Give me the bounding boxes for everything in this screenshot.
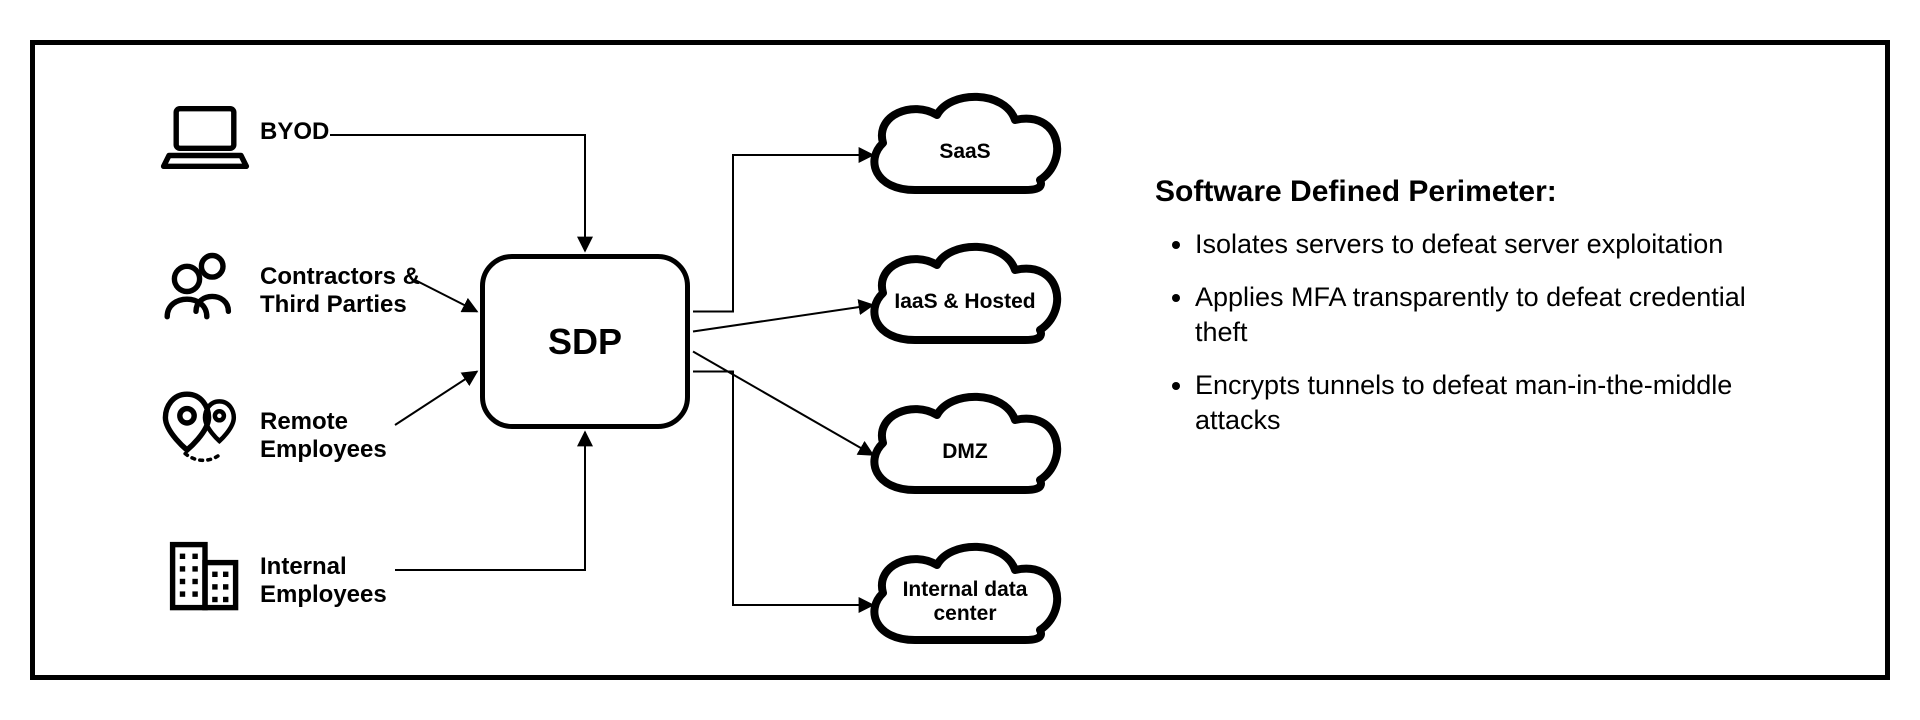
source-label-internal: Internal Employees [260,553,450,608]
diagram-canvas: BYOD Contractors & Third Parties Remote … [35,45,1885,675]
cloud-label-dmz: DMZ [942,422,988,463]
cloud-saas: SaaS [855,85,1075,200]
sdp-node: SDP [480,254,690,429]
source-label-byod: BYOD [260,118,329,146]
cloud-dmz: DMZ [855,385,1075,500]
description-list: Isolates servers to defeat server exploi… [1155,227,1805,438]
buildings-icon [160,530,250,615]
source-label-contractors: Contractors & Third Parties [260,263,450,318]
people-icon [160,240,250,325]
cloud-label-saas: SaaS [939,122,990,163]
cloud-label-iaas: IaaS & Hosted [894,272,1035,313]
cloud-internal-data-center: Internal data center [855,535,1075,650]
laptop-icon [160,95,250,180]
diagram-frame: BYOD Contractors & Third Parties Remote … [30,40,1890,680]
cloud-label-idc: Internal data center [888,560,1042,624]
cloud-iaas: IaaS & Hosted [855,235,1075,350]
description-panel: Software Defined Perimeter: Isolates ser… [1155,175,1805,438]
location-pins-icon [160,385,250,470]
sdp-label: SDP [548,321,622,363]
description-title: Software Defined Perimeter: [1155,175,1805,209]
source-label-remote: Remote Employees [260,408,450,463]
description-bullet: Applies MFA transparently to defeat cred… [1195,280,1805,350]
description-bullet: Encrypts tunnels to defeat man-in-the-mi… [1195,368,1805,438]
description-bullet: Isolates servers to defeat server exploi… [1195,227,1805,262]
